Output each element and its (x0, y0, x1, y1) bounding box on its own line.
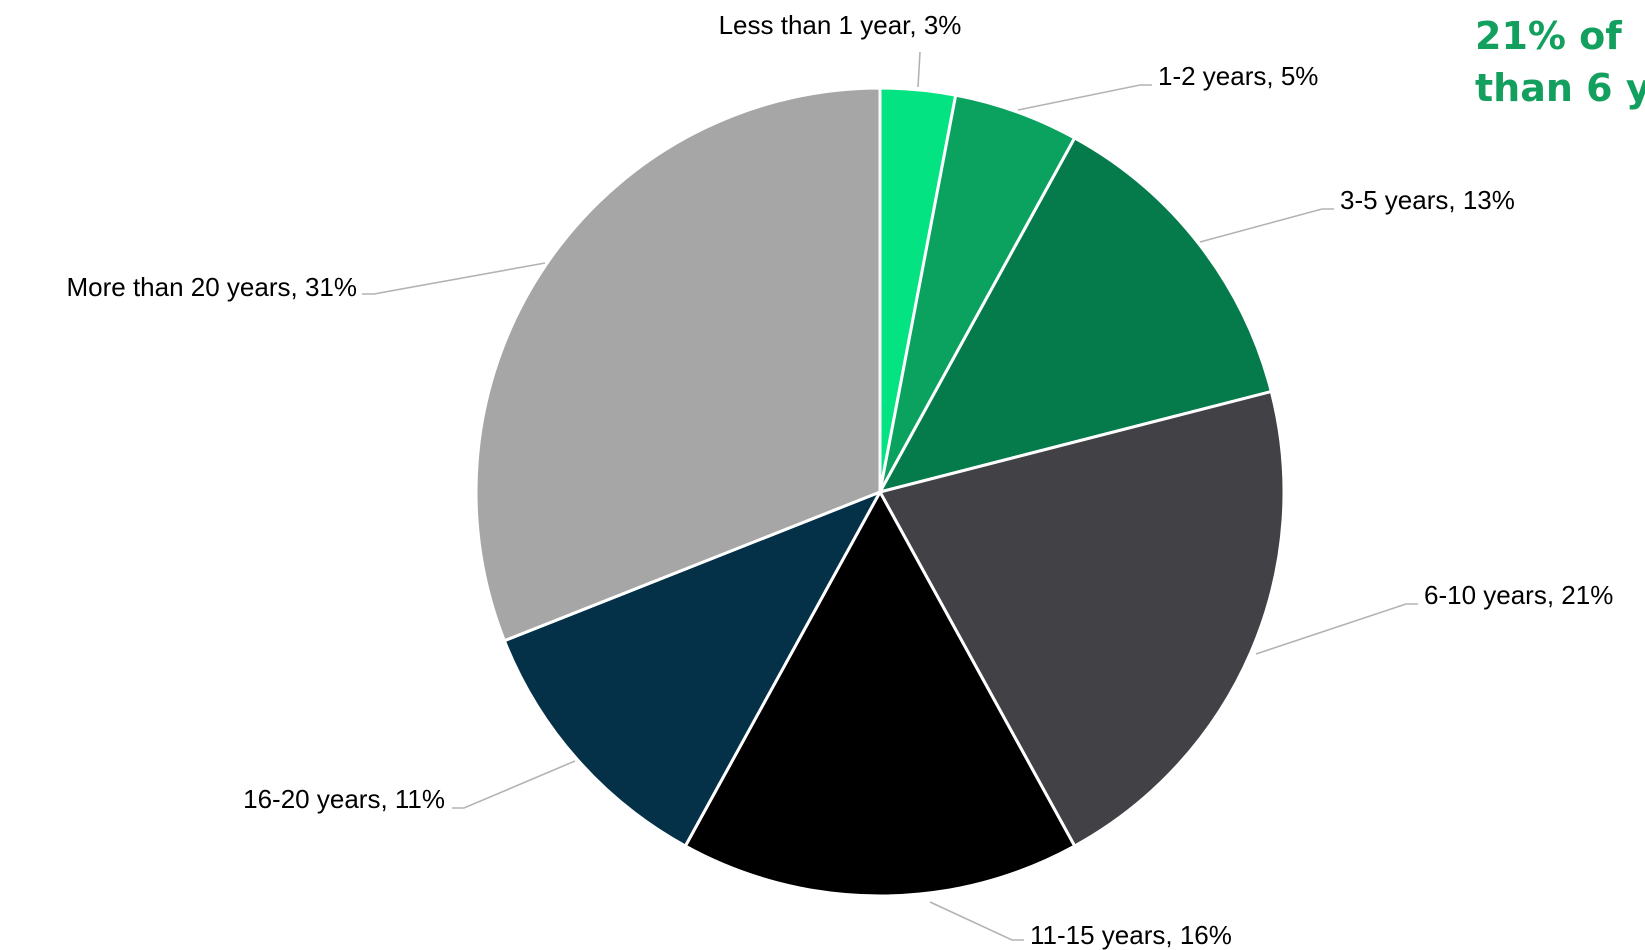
slice-11-15-years (683, 490, 1077, 898)
label-more-than-20-years: More than 20 years, 31% (67, 272, 358, 302)
label-3-5-years: 3-5 years, 13% (1340, 185, 1515, 215)
pie-slices (474, 86, 1286, 898)
slice-labels: Less than 1 year, 3% 1-2 years, 5% 3-5 yea… (67, 10, 1614, 950)
slice-more-than-20-years (474, 86, 882, 643)
headline-line-2: than 6 y (1475, 66, 1645, 110)
leader-line-less-than-1-year (917, 51, 921, 88)
leader-line-16-20-years (452, 760, 576, 809)
leader-line-more-than-20-years (362, 262, 546, 295)
label-1-2-years: 1-2 years, 5% (1158, 61, 1318, 91)
label-less-than-1-year: Less than 1 year, 3% (719, 10, 962, 40)
leader-line-3-5-years (1199, 208, 1334, 243)
label-11-15-years: 11-15 years, 16% (1030, 920, 1232, 950)
leader-line-1-2-years (1017, 84, 1152, 111)
slice-6-10-years (878, 390, 1286, 848)
label-6-10-years: 6-10 years, 21% (1424, 580, 1613, 610)
leader-line-6-10-years (1255, 603, 1418, 655)
headline-callout: 21% of than 6 y (1475, 10, 1645, 114)
headline-line-1: 21% of (1475, 14, 1622, 58)
leader-line-11-15-years (929, 901, 1024, 941)
slice-3-5-years (878, 136, 1273, 494)
label-16-20-years: 16-20 years, 11% (243, 784, 445, 814)
leader-lines (362, 51, 1418, 941)
slice-16-20-years (502, 490, 882, 848)
